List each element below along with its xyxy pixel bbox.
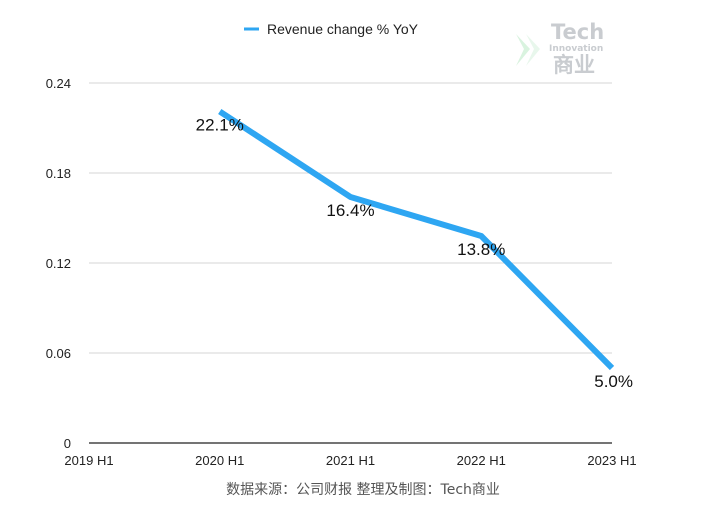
y-tick-label: 0.18	[46, 166, 71, 181]
source-note: 数据来源：公司财报 整理及制图：Tech商业	[226, 482, 500, 498]
watermark-subtitle: Innovation	[549, 44, 603, 54]
y-tick-label: 0	[64, 436, 71, 451]
x-tick-label: 2022 H1	[457, 453, 506, 468]
x-tick-label: 2021 H1	[326, 453, 375, 468]
data-label: 16.4%	[326, 201, 374, 220]
legend-label: Revenue change % YoY	[267, 21, 419, 37]
x-axis-ticks: 2019 H1 2020 H1 2021 H1 2022 H1 2023 H1	[64, 453, 636, 468]
gridlines	[89, 82, 612, 354]
watermark-arrow-icon	[516, 34, 530, 66]
watermark-cn: 商业	[553, 53, 595, 77]
watermark-title: Tech	[551, 20, 604, 44]
legend: Revenue change % YoY	[244, 21, 419, 37]
data-label: 13.8%	[457, 240, 505, 259]
x-tick-label: 2023 H1	[587, 453, 636, 468]
y-axis-ticks: 0 0.06 0.12 0.18 0.24	[46, 76, 71, 451]
data-label: 22.1%	[196, 116, 244, 135]
x-tick-label: 2020 H1	[195, 453, 244, 468]
y-tick-label: 0.24	[46, 76, 71, 91]
y-tick-label: 0.12	[46, 256, 71, 271]
y-tick-label: 0.06	[46, 346, 71, 361]
watermark: Tech Innovation 商业	[516, 20, 604, 77]
series-line-revenue-change	[218, 108, 615, 371]
data-label: 5.0%	[594, 372, 633, 391]
x-tick-label: 2019 H1	[64, 453, 113, 468]
watermark-arrow-icon-inner	[526, 34, 540, 66]
data-labels: 22.1% 16.4% 13.8% 5.0%	[196, 116, 633, 392]
